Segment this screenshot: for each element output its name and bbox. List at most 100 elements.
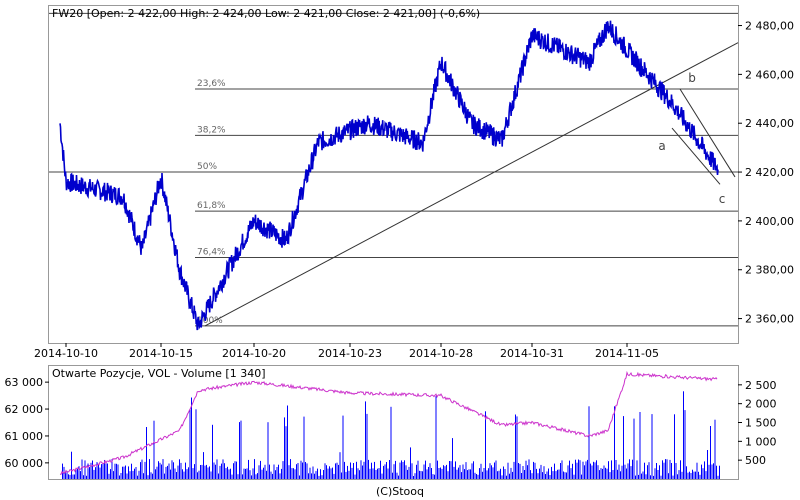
volume-bar (408, 466, 410, 479)
volume-bar (104, 460, 105, 479)
volume-bar (218, 473, 219, 479)
volume-bar (435, 396, 437, 479)
volume-bar (645, 474, 647, 479)
volume-bar (368, 459, 369, 479)
volume-bar (474, 472, 476, 479)
volume-bar (530, 470, 531, 479)
volume-bar (476, 474, 477, 479)
volume-bar (657, 470, 659, 479)
volume-bar (245, 468, 246, 479)
volume-bar (71, 451, 72, 479)
fib-label-1: 38,2% (197, 125, 226, 135)
volume-bar (152, 473, 153, 479)
volume-bar (626, 468, 627, 479)
volume-bar (485, 411, 486, 479)
volume-bar (87, 463, 89, 479)
volume-bar (344, 461, 345, 479)
volume-right-tick-2: 1 500 (745, 417, 777, 430)
volume-bar (632, 459, 633, 479)
volume-bar (518, 463, 519, 479)
volume-bar (704, 461, 705, 479)
volume-bar (398, 475, 399, 479)
volume-bar (656, 463, 657, 479)
volume-bar (542, 472, 543, 479)
volume-bar (411, 463, 413, 479)
volume-bar (639, 412, 641, 479)
volume-bar (309, 467, 311, 479)
volume-bar (719, 465, 720, 479)
volume-bar (389, 460, 390, 479)
volume-bar (546, 471, 548, 479)
volume-bar (63, 466, 65, 479)
volume-bar (416, 464, 417, 479)
volume-bar (213, 462, 215, 479)
volume-bar (266, 470, 267, 479)
volume-bar (539, 468, 540, 479)
uptrend-line (204, 42, 739, 327)
volume-bar (333, 473, 335, 479)
volume-bar (708, 464, 710, 479)
volume-bar (311, 473, 312, 479)
volume-bar (350, 462, 351, 479)
volume-bar (143, 473, 144, 479)
volume-bar (569, 460, 570, 479)
volume-bar (83, 475, 84, 479)
price-x-tick-3: 2014-10-23 (318, 347, 382, 360)
volume-bar (258, 465, 260, 479)
volume-bar (293, 468, 294, 479)
volume-right-tick-4: 2 500 (745, 379, 777, 392)
volume-bar (156, 466, 158, 479)
volume-bar (486, 470, 488, 479)
price-x-axis: 2014-10-10 2014-10-15 2014-10-20 2014-10-23… (34, 343, 659, 360)
volume-bar (576, 462, 578, 479)
volume-bar (513, 461, 515, 479)
volume-bar (618, 464, 620, 479)
volume-bar (483, 468, 485, 479)
volume-bar (179, 459, 180, 479)
volume-bar (377, 468, 378, 479)
volume-bar (204, 465, 206, 479)
volume-bar (159, 462, 161, 479)
volume-bar (342, 415, 344, 479)
volume-bar (552, 471, 554, 479)
volume-bar (393, 464, 395, 479)
volume-bar (401, 460, 402, 479)
volume-bar (362, 465, 363, 479)
volume-bar (227, 466, 228, 479)
volume-right-axis: 500 1 000 1 500 2 000 2 500 (738, 379, 777, 467)
volume-bar (107, 463, 108, 479)
volume-bar (413, 476, 414, 479)
volume-bar (105, 462, 107, 479)
volume-bar (561, 460, 563, 479)
volume-bar (669, 459, 671, 479)
volume-bar (558, 469, 560, 479)
volume-bar (273, 464, 275, 479)
volume-bar (563, 471, 564, 479)
volume-bar (225, 468, 227, 479)
volume-bar (578, 459, 579, 479)
volume-bar (141, 459, 143, 479)
volume-bar (167, 465, 168, 479)
volume-bar (582, 461, 584, 479)
channel-lower-line (671, 127, 721, 185)
volume-bar (399, 462, 401, 479)
volume-bar (524, 470, 525, 479)
price-y-tick-1: 2 380,00 (745, 264, 794, 277)
volume-bar (690, 473, 692, 479)
volume-bar (158, 461, 159, 479)
volume-bar (191, 397, 192, 479)
fib-label-0: 23,6% (197, 79, 226, 89)
volume-bar (447, 471, 449, 479)
volume-bar (381, 473, 383, 479)
volume-bar (69, 474, 71, 479)
volume-bar (114, 463, 116, 479)
volume-bar (206, 464, 207, 479)
volume-bar (464, 469, 465, 479)
volume-bar (194, 464, 195, 479)
volume-bar (450, 461, 452, 479)
volume-bar (587, 459, 588, 479)
volume-bar (240, 420, 242, 479)
volume-bar (281, 468, 282, 479)
volume-bar (237, 474, 239, 479)
volume-bar (353, 463, 354, 479)
